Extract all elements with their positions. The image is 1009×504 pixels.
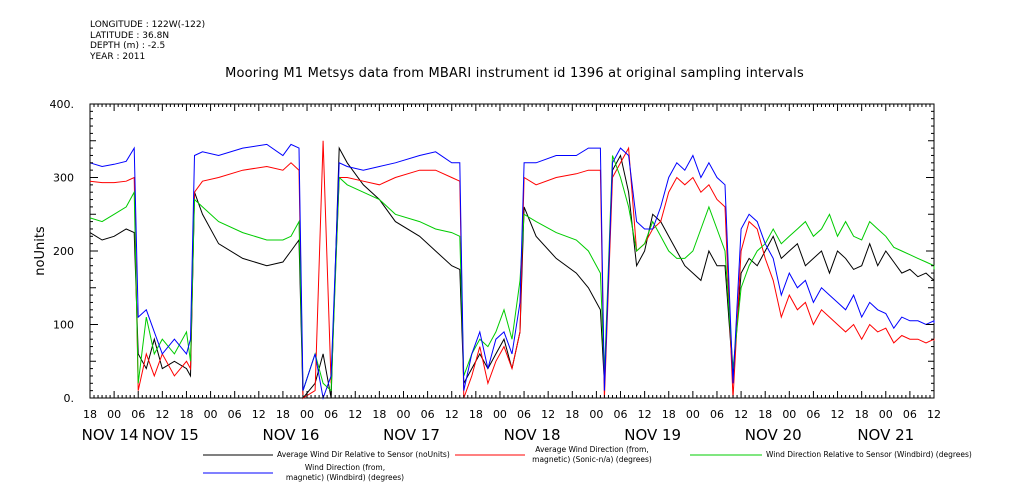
y-axis: 0. 100 200 300 400. — [50, 98, 934, 405]
x-tick-label: 18 — [179, 408, 193, 421]
x-axis: 18 00 06 12 18 00 06 12 18 00 06 12 18 00 06 12 18 00 06 12… — [82, 104, 941, 444]
x-tick-label: 00 — [493, 408, 507, 421]
x-tick-label: 00 — [300, 408, 314, 421]
year-text: YEAR : 2011 — [90, 51, 146, 62]
latitude-text: LATITUDE : 36.8N — [90, 30, 170, 41]
x-tick-label: 12 — [638, 408, 652, 421]
depth-text: DEPTH (m) : -2.5 — [90, 41, 166, 51]
x-day-label: NOV 18 — [504, 426, 561, 444]
legend-label: Wind Direction Relative to Sensor (Windb… — [766, 450, 972, 459]
x-tick-label: 12 — [541, 408, 555, 421]
x-tick-label: 06 — [710, 408, 724, 421]
series-line-1 — [89, 146, 935, 400]
y-tick-label: 400. — [50, 98, 75, 111]
x-tick-label: 00 — [879, 408, 893, 421]
x-day-label: NOV 17 — [383, 426, 440, 444]
series-line-4 — [89, 143, 935, 400]
legend-label: Average Wind Direction (from, — [535, 445, 648, 454]
x-tick-label: 06 — [903, 408, 917, 421]
y-tick-label: 300 — [53, 172, 74, 185]
x-tick-label: 18 — [469, 408, 483, 421]
x-tick-label: 00 — [782, 408, 796, 421]
legend-label: magnetic) (Windbird) (degrees) — [286, 473, 404, 482]
y-tick-label: 0. — [64, 392, 75, 405]
x-tick-label: 06 — [806, 408, 820, 421]
x-tick-label: 06 — [228, 408, 242, 421]
x-tick-label: 00 — [396, 408, 410, 421]
x-tick-label: 06 — [131, 408, 145, 421]
x-day-label: NOV 15 — [142, 426, 199, 444]
x-tick-label: 12 — [734, 408, 748, 421]
legend: Average Wind Dir Relative to Sensor (noU… — [203, 445, 972, 482]
x-tick-label: 06 — [614, 408, 628, 421]
series-line-2 — [89, 140, 935, 399]
x-tick-label: 12 — [927, 408, 941, 421]
series-line-3 — [89, 155, 935, 392]
legend-label: Wind Direction (from, — [305, 463, 385, 472]
x-tick-label: 18 — [276, 408, 290, 421]
y-axis-label: noUnits — [33, 226, 48, 276]
x-tick-label: 12 — [445, 408, 459, 421]
x-tick-label: 18 — [855, 408, 869, 421]
x-tick-label: 18 — [758, 408, 772, 421]
x-tick-label: 12 — [155, 408, 169, 421]
y-tick-label: 100 — [53, 319, 74, 332]
metadata-block: LONGITUDE : 122W(-122) LATITUDE : 36.8N … — [90, 20, 205, 62]
x-day-label: NOV 19 — [624, 426, 681, 444]
x-tick-label: 00 — [107, 408, 121, 421]
x-tick-label: 18 — [662, 408, 676, 421]
x-tick-label: 00 — [686, 408, 700, 421]
chart-title: Mooring M1 Metsys data from MBARI instru… — [225, 66, 804, 81]
x-tick-label: 00 — [204, 408, 218, 421]
x-tick-label: 18 — [372, 408, 386, 421]
x-day-label: NOV 21 — [857, 426, 914, 444]
x-tick-label: 18 — [565, 408, 579, 421]
legend-label: magnetic) (Sonic-n/a) (degrees) — [532, 455, 652, 464]
x-tick-label: 06 — [324, 408, 338, 421]
legend-label: Average Wind Dir Relative to Sensor (noU… — [277, 450, 450, 459]
x-day-label: NOV 20 — [745, 426, 802, 444]
x-tick-label: 06 — [517, 408, 531, 421]
x-day-label: NOV 16 — [263, 426, 320, 444]
x-tick-label: 12 — [831, 408, 845, 421]
x-tick-label: 12 — [252, 408, 266, 421]
series-layer — [89, 140, 935, 400]
x-tick-label: 00 — [589, 408, 603, 421]
longitude-text: LONGITUDE : 122W(-122) — [90, 20, 206, 30]
x-tick-label: 12 — [348, 408, 362, 421]
x-tick-label: 06 — [421, 408, 435, 421]
x-day-label: NOV 14 — [82, 426, 139, 444]
y-tick-label: 200 — [53, 245, 74, 258]
x-tick-label: 18 — [83, 408, 97, 421]
